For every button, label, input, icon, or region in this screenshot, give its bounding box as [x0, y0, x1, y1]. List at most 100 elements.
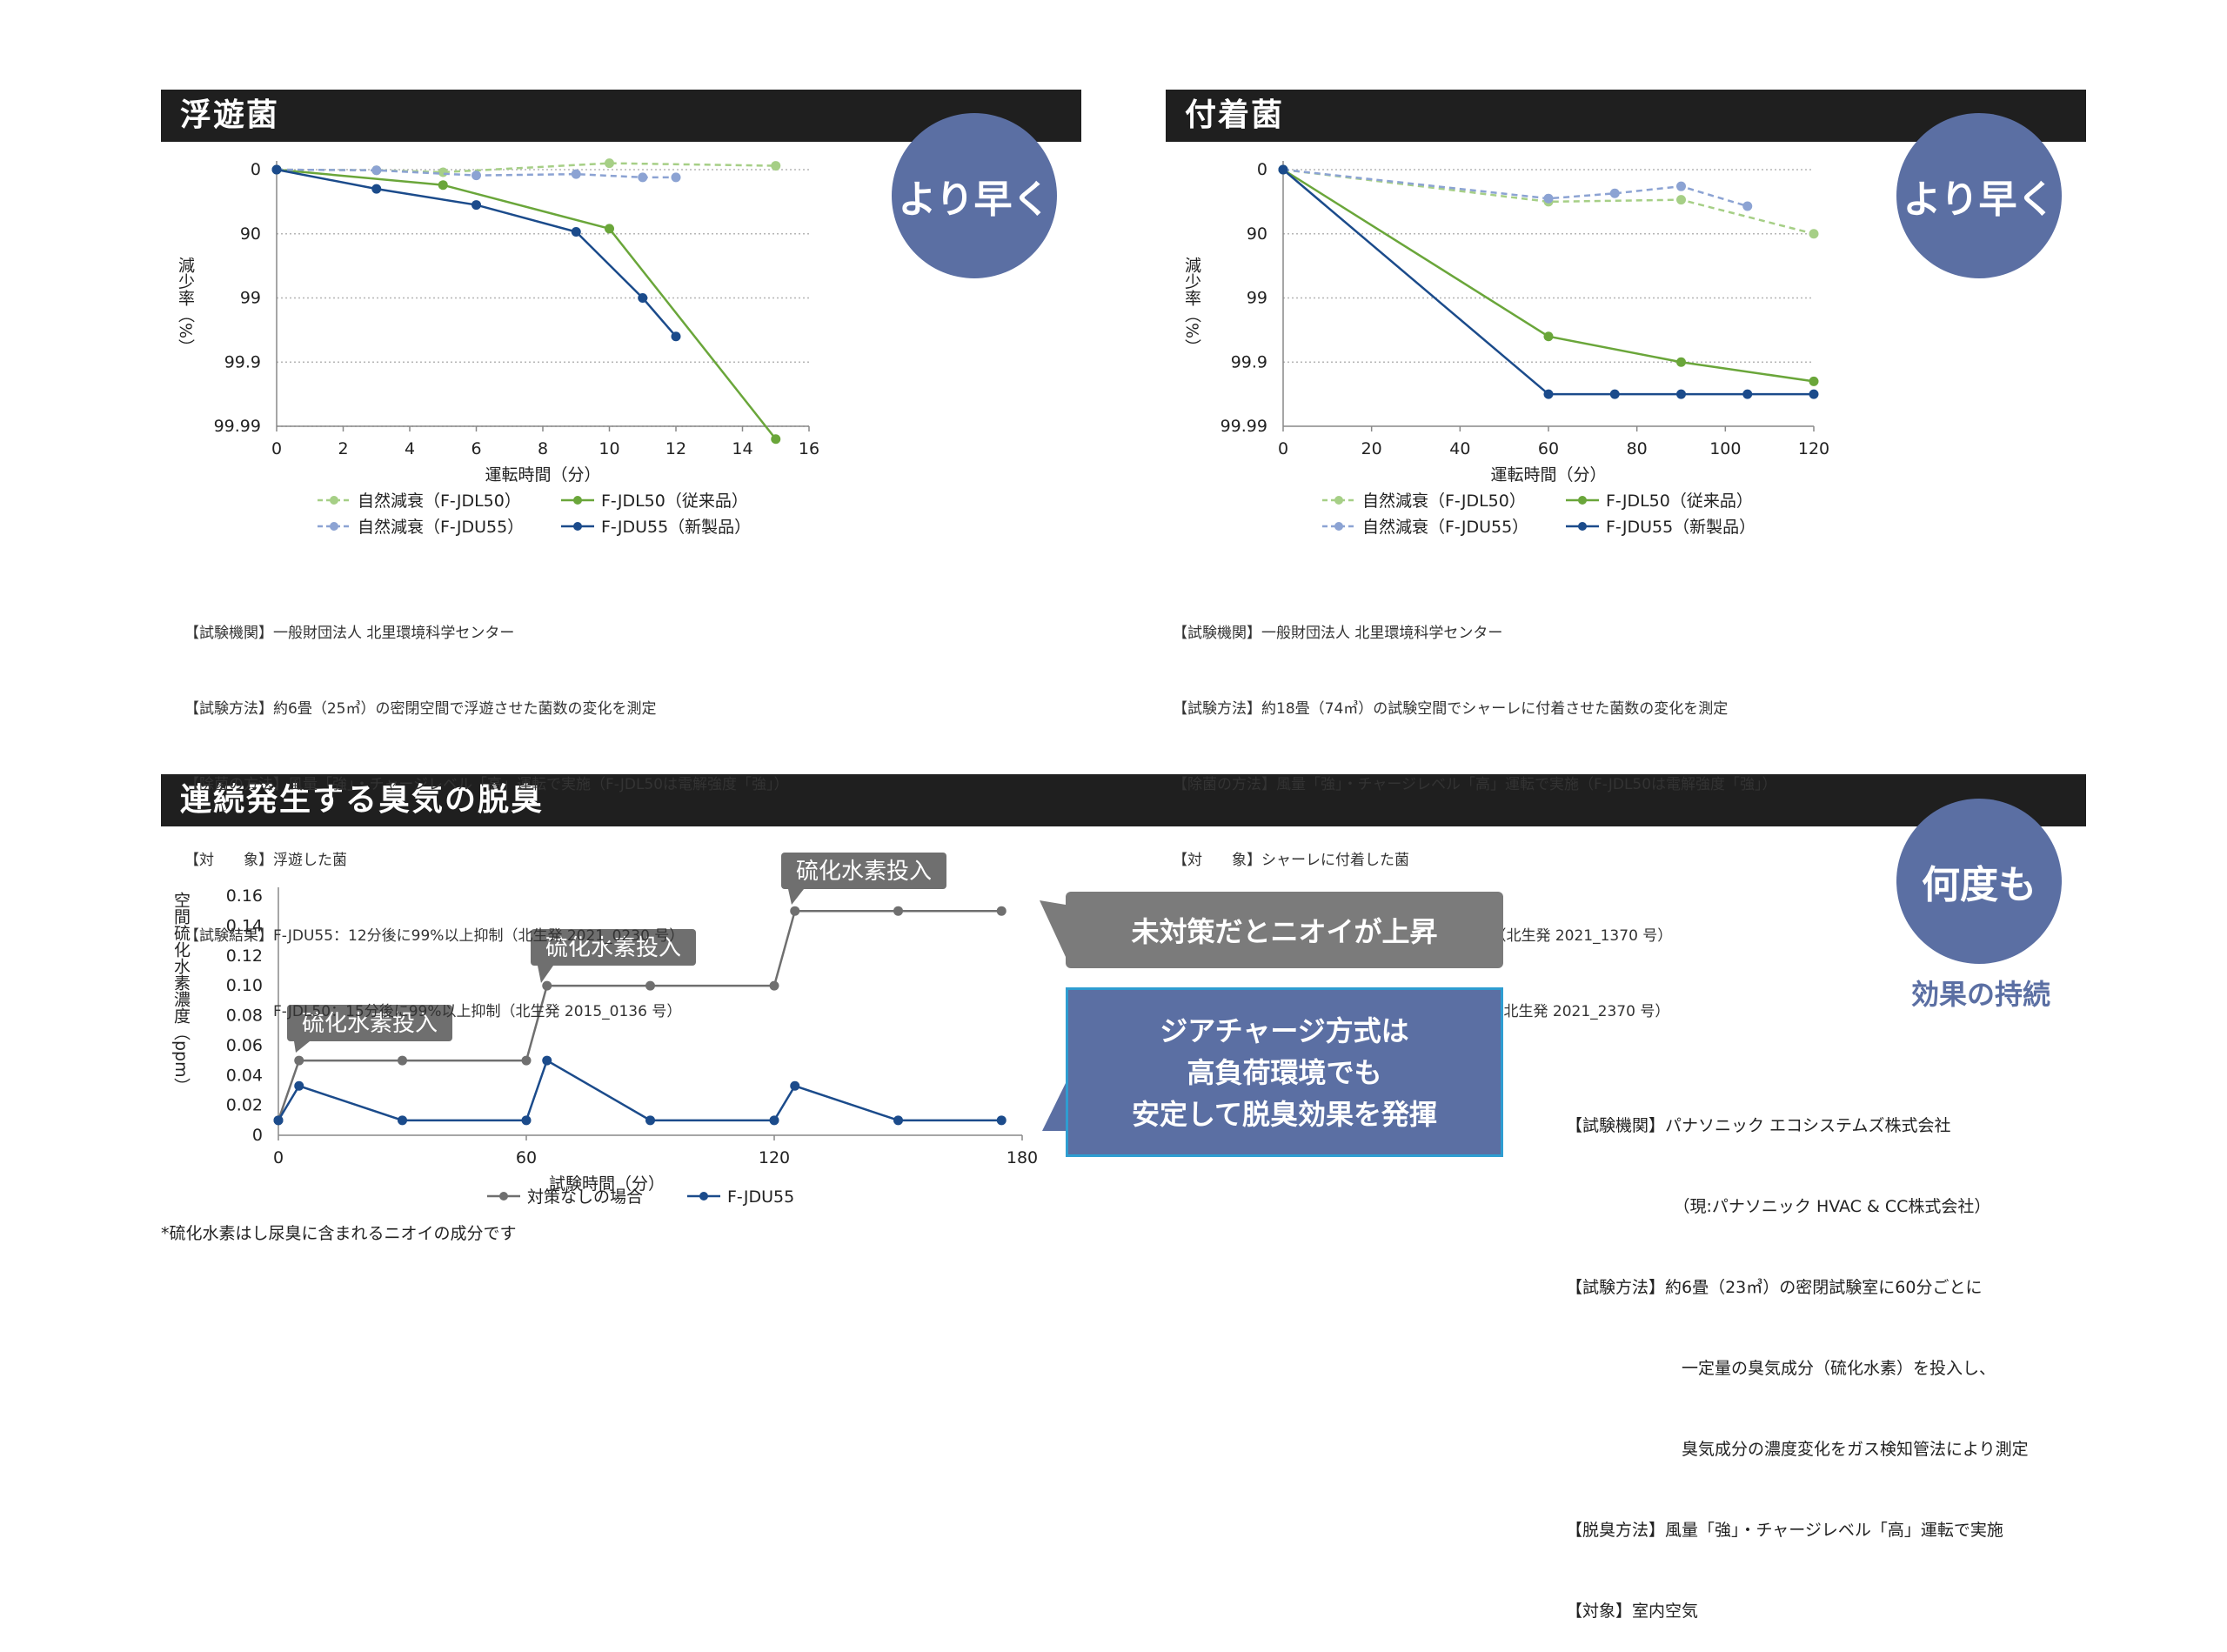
- legend-label: 自然減衰（F-JDU55）: [358, 518, 524, 537]
- data-point: [790, 1080, 800, 1091]
- x-tick-label: 120: [759, 1148, 790, 1167]
- data-point: [438, 180, 448, 191]
- data-point: [521, 1115, 532, 1126]
- series-line: [1282, 168, 1749, 208]
- legend-marker: [330, 522, 338, 531]
- callout-pointer: [1040, 900, 1066, 957]
- section-title-odor: 連続発生する臭気の脱臭: [161, 774, 2086, 826]
- data-point: [769, 1115, 779, 1126]
- annotation-label: 硫化水素投入: [796, 859, 932, 885]
- series-line: [277, 1059, 1002, 1122]
- callout-odor-rises: 未対策だとニオイが上昇: [1066, 892, 1503, 968]
- y-tick-label: 99.9: [1231, 352, 1267, 371]
- y-tick-label: 90: [240, 224, 261, 244]
- y-tick-label: 0.02: [226, 1096, 263, 1115]
- x-tick-label: 20: [1361, 439, 1382, 458]
- note-line: 【脱臭方法】風量「強」・チャージレベル「高」運転で実施: [1566, 1521, 2003, 1540]
- badge-faster-floating: より早く: [892, 113, 1057, 278]
- data-point: [996, 1115, 1006, 1126]
- x-tick-label: 16: [799, 439, 819, 458]
- notes-floating: 【試験機関】一般財団法人 北里環境科学センター 【試験方法】約6畳（25㎥）の密…: [184, 571, 789, 1050]
- data-point: [371, 165, 382, 176]
- data-point: [571, 227, 581, 237]
- data-point: [605, 158, 614, 169]
- y-axis-title: 減少率（%）: [1182, 257, 1201, 355]
- note-line: 【試験機関】一般財団法人 北里環境科学センター: [184, 625, 515, 642]
- y-tick-label: 99.99: [1221, 417, 1267, 436]
- legend-marker: [573, 496, 582, 505]
- data-point: [605, 224, 614, 234]
- badge-repeatedly: 何度も: [1896, 799, 2062, 964]
- x-tick-label: 60: [516, 1148, 537, 1167]
- x-tick-label: 40: [1449, 439, 1470, 458]
- legend-marker: [1578, 496, 1587, 505]
- legend-marker: [330, 496, 338, 505]
- x-tick-label: 120: [1798, 439, 1829, 458]
- note-line: 一定量の臭気成分（硫化水素）を投入し、: [1566, 1359, 1996, 1378]
- x-tick-label: 14: [732, 439, 752, 458]
- legend-marker: [499, 1192, 508, 1201]
- note-line: 【対象】室内空気: [1566, 1602, 1699, 1621]
- note-line: 【試験方法】約6畳（25㎥）の密閉空間で浮遊させた菌数の変化を測定: [184, 700, 657, 718]
- section-title-floating: 浮遊菌: [161, 90, 1081, 142]
- x-axis-title: 試験時間（分）: [549, 1174, 665, 1194]
- x-tick-label: 2: [338, 439, 348, 458]
- x-tick-label: 6: [471, 439, 481, 458]
- data-point: [1543, 193, 1554, 204]
- data-point: [571, 169, 581, 179]
- data-point: [1543, 331, 1554, 342]
- y-tick-label: 99: [1247, 289, 1267, 308]
- y-axis-title: 減少率（%）: [176, 257, 195, 355]
- y-tick-label: 99.9: [224, 352, 261, 371]
- data-point: [996, 906, 1006, 916]
- badge-faster-adhered: より早く: [1896, 113, 2062, 278]
- note-line: 【試験機関】パナソニック エコシステムズ株式会社: [1566, 1116, 1951, 1135]
- legend-marker: [1334, 496, 1343, 505]
- data-point: [294, 1080, 304, 1091]
- legend-marker: [573, 522, 582, 531]
- note-line: 【除菌の方法】風量「強」・チャージレベル「高」運転で実施（F-JDL50は電解強…: [184, 776, 789, 793]
- data-point: [1543, 389, 1554, 399]
- y-tick-label: 0: [252, 1126, 263, 1145]
- note-line: 臭気成分の濃度変化をガス検知管法により測定: [1566, 1440, 2029, 1459]
- data-point: [771, 434, 781, 445]
- data-point: [638, 172, 648, 183]
- x-tick-label: 100: [1709, 439, 1741, 458]
- y-tick-label: 0.12: [226, 946, 263, 966]
- y-tick-label: 0: [1257, 160, 1267, 179]
- data-point: [893, 1115, 903, 1126]
- series-line: [276, 168, 777, 440]
- x-tick-label: 12: [665, 439, 686, 458]
- data-point: [398, 1055, 407, 1066]
- data-point: [671, 172, 681, 183]
- data-point: [471, 200, 481, 211]
- x-tick-label: 4: [405, 439, 415, 458]
- data-point: [1609, 389, 1620, 399]
- series-line: [277, 909, 1002, 1121]
- footnote: *硫化水素はし尿臭に含まれるニオイの成分です: [161, 1224, 517, 1243]
- note-line: 【試験方法】約18畳（74㎥）の試験空間でシャーレに付着させた菌数の変化を測定: [1173, 700, 1729, 718]
- x-tick-label: 80: [1627, 439, 1648, 458]
- data-point: [294, 1055, 304, 1066]
- legend-label: 対策なしの場合: [527, 1187, 643, 1207]
- charts-canvas: 0 90 99 99.9 99.99 0 2 4 6 8 10 12 14 16 運転時間（分） 減少率（%）…: [171, 158, 1829, 1207]
- data-point: [398, 1115, 407, 1126]
- y-tick-label: 0.06: [226, 1036, 263, 1055]
- badge-sustained-effect: 効果の持続: [1910, 978, 2050, 1011]
- x-tick-label: 10: [599, 439, 619, 458]
- data-point: [371, 184, 382, 194]
- y-tick-label: 0.16: [226, 886, 263, 906]
- x-tick-label: 8: [538, 439, 548, 458]
- legend-label: 自然減衰（F-JDU55）: [1362, 518, 1528, 537]
- x-tick-label: 0: [271, 439, 282, 458]
- x-axis-title: 運転時間（分）: [485, 465, 600, 485]
- annotation-label: 硫化水素投入: [545, 935, 681, 961]
- data-point: [790, 906, 800, 916]
- annotation-label: 硫化水素投入: [302, 1011, 438, 1037]
- legend-label: F-JDL50（従来品）: [601, 492, 748, 511]
- data-point: [273, 1115, 284, 1126]
- data-point: [893, 906, 903, 916]
- data-point: [438, 167, 448, 177]
- annotation-box: [287, 1005, 452, 1041]
- legend-label: 自然減衰（F-JDL50）: [358, 492, 521, 511]
